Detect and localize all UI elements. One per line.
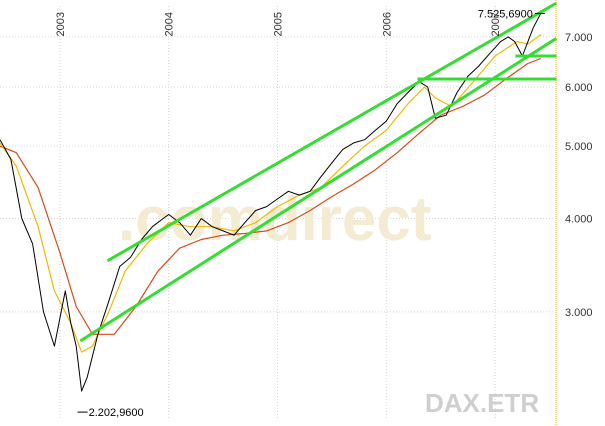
callouts: 7.525,6900 2.202,9600 [77, 8, 545, 419]
min-callout-label: 2.202,9600 [89, 407, 144, 419]
channel-lower-trendline [79, 37, 558, 343]
y-tick-label: 5.000 [565, 141, 593, 153]
x-tick-label: 2006 [381, 12, 393, 36]
watermark-source: DAX.ETR [425, 388, 539, 418]
price-line [0, 12, 542, 392]
y-tick-label: 3.000 [565, 307, 593, 319]
grid [0, 0, 557, 426]
watermark-brand: .comdirect [118, 185, 432, 254]
watermarks: .comdirect DAX.ETR [118, 185, 539, 418]
x-tick-label: 2007 [490, 12, 502, 36]
channel-upper-trendline [106, 1, 558, 263]
moving-average-long-line [0, 57, 542, 335]
trendlines-layer [79, 1, 558, 343]
x-tick-label: 2004 [164, 12, 176, 36]
x-tick-label: 2003 [55, 12, 67, 36]
x-tick-label: 2005 [273, 12, 285, 36]
y-tick-label: 6.000 [565, 82, 593, 94]
axis-labels: 3.000 4.000 5.000 6.000 7.000 2003 2004 2005 200… [55, 12, 593, 319]
y-tick-label: 4.000 [565, 214, 593, 226]
max-callout-label: 7.525,6900 [478, 8, 533, 20]
y-tick-label: 7.000 [565, 32, 593, 44]
